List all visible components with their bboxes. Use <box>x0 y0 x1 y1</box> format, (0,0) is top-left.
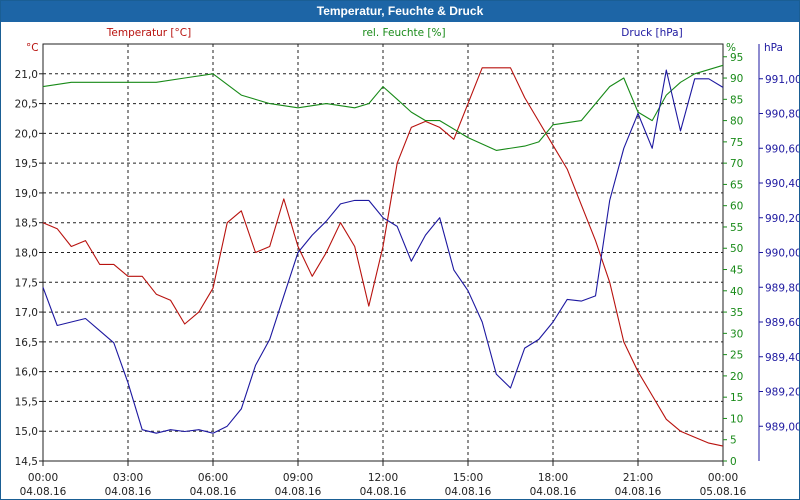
humidity-axis-label: rel. Feuchte [%] <box>362 27 445 39</box>
pressure-unit-label: hPa <box>764 42 783 54</box>
temperature-tick-label: 16,0 <box>15 367 38 379</box>
humidity-tick-label: 25 <box>730 350 743 362</box>
temperature-tick-label: 17,0 <box>15 307 38 319</box>
temperature-tick-label: 20,5 <box>15 99 38 111</box>
temperature-tick-label: 19,0 <box>15 188 38 200</box>
humidity-tick-label: 70 <box>730 158 743 170</box>
temperature-tick-label: 20,0 <box>15 128 38 140</box>
humidity-tick-label: 55 <box>730 222 743 234</box>
series-line-humidity <box>42 64 724 151</box>
pressure-tick-label: 989,00 <box>765 421 799 433</box>
humidity-tick-label: 10 <box>730 413 743 425</box>
humidity-tick-label: 80 <box>730 116 743 128</box>
x-tick-label-date: 04.08.16 <box>190 486 237 498</box>
pressure-tick-label: 990,80 <box>765 109 799 121</box>
series-line-pressure <box>42 69 724 434</box>
humidity-tick-label: 60 <box>730 201 743 213</box>
humidity-tick-label: 15 <box>730 392 743 404</box>
x-tick-label-date: 04.08.16 <box>530 486 577 498</box>
humidity-tick-label: 20 <box>730 371 743 383</box>
x-tick-label-time: 21:00 <box>623 472 653 484</box>
x-tick-label-date: 04.08.16 <box>275 486 322 498</box>
x-tick-label-date: 04.08.16 <box>20 486 67 498</box>
temperature-tick-label: 17,5 <box>15 277 38 289</box>
x-tick-label-time: 06:00 <box>198 472 228 484</box>
temperature-tick-label: 18,0 <box>15 248 38 260</box>
temperature-tick-label: 15,0 <box>15 426 38 438</box>
temperature-tick-label: 14,5 <box>15 456 38 468</box>
humidity-tick-label: 50 <box>730 243 743 255</box>
x-tick-label-time: 03:00 <box>113 472 143 484</box>
pressure-tick-label: 990,20 <box>765 213 799 225</box>
x-tick-label-date: 04.08.16 <box>360 486 407 498</box>
x-tick-label-date: 05.08.16 <box>700 486 747 498</box>
x-tick-label-date: 04.08.16 <box>105 486 152 498</box>
x-tick-label-time: 09:00 <box>283 472 313 484</box>
pressure-tick-label: 991,00 <box>765 74 799 86</box>
humidity-tick-label: 30 <box>730 328 743 340</box>
humidity-tick-label: 0 <box>730 456 737 468</box>
pressure-tick-label: 990,40 <box>765 178 799 190</box>
window-title: Temperatur, Feuchte & Druck <box>1 1 799 22</box>
series-line-temperature <box>42 67 724 447</box>
x-tick-label-time: 12:00 <box>368 472 398 484</box>
temperature-tick-label: 21,0 <box>15 69 38 81</box>
humidity-tick-label: 85 <box>730 94 743 106</box>
humidity-tick-label: 95 <box>730 52 743 64</box>
x-tick-label-date: 04.08.16 <box>445 486 492 498</box>
temperature-unit-label: °C <box>26 42 39 54</box>
humidity-unit-label: % <box>726 42 736 54</box>
temperature-tick-label: 19,5 <box>15 158 38 170</box>
pressure-tick-label: 989,20 <box>765 387 799 399</box>
pressure-tick-label: 990,60 <box>765 143 799 155</box>
x-tick-label-time: 18:00 <box>538 472 568 484</box>
temperature-tick-label: 15,5 <box>15 396 38 408</box>
humidity-tick-label: 40 <box>730 286 743 298</box>
humidity-tick-label: 45 <box>730 265 743 277</box>
humidity-tick-label: 90 <box>730 73 743 85</box>
pressure-tick-label: 989,40 <box>765 352 799 364</box>
x-tick-label-time: 00:00 <box>708 472 738 484</box>
temperature-tick-label: 16,5 <box>15 337 38 349</box>
temperature-axis-label: Temperatur [°C] <box>106 27 191 39</box>
x-tick-label-time: 00:00 <box>28 472 58 484</box>
humidity-tick-label: 5 <box>730 435 737 447</box>
pressure-tick-label: 989,80 <box>765 282 799 294</box>
pressure-tick-label: 989,60 <box>765 317 799 329</box>
pressure-axis-label: Druck [hPa] <box>621 27 682 39</box>
x-tick-label-time: 15:00 <box>453 472 483 484</box>
humidity-tick-label: 75 <box>730 137 743 149</box>
temperature-tick-label: 18,5 <box>15 218 38 230</box>
pressure-tick-label: 990,00 <box>765 248 799 260</box>
humidity-tick-label: 35 <box>730 307 743 319</box>
humidity-tick-label: 65 <box>730 179 743 191</box>
x-tick-label-date: 04.08.16 <box>615 486 662 498</box>
